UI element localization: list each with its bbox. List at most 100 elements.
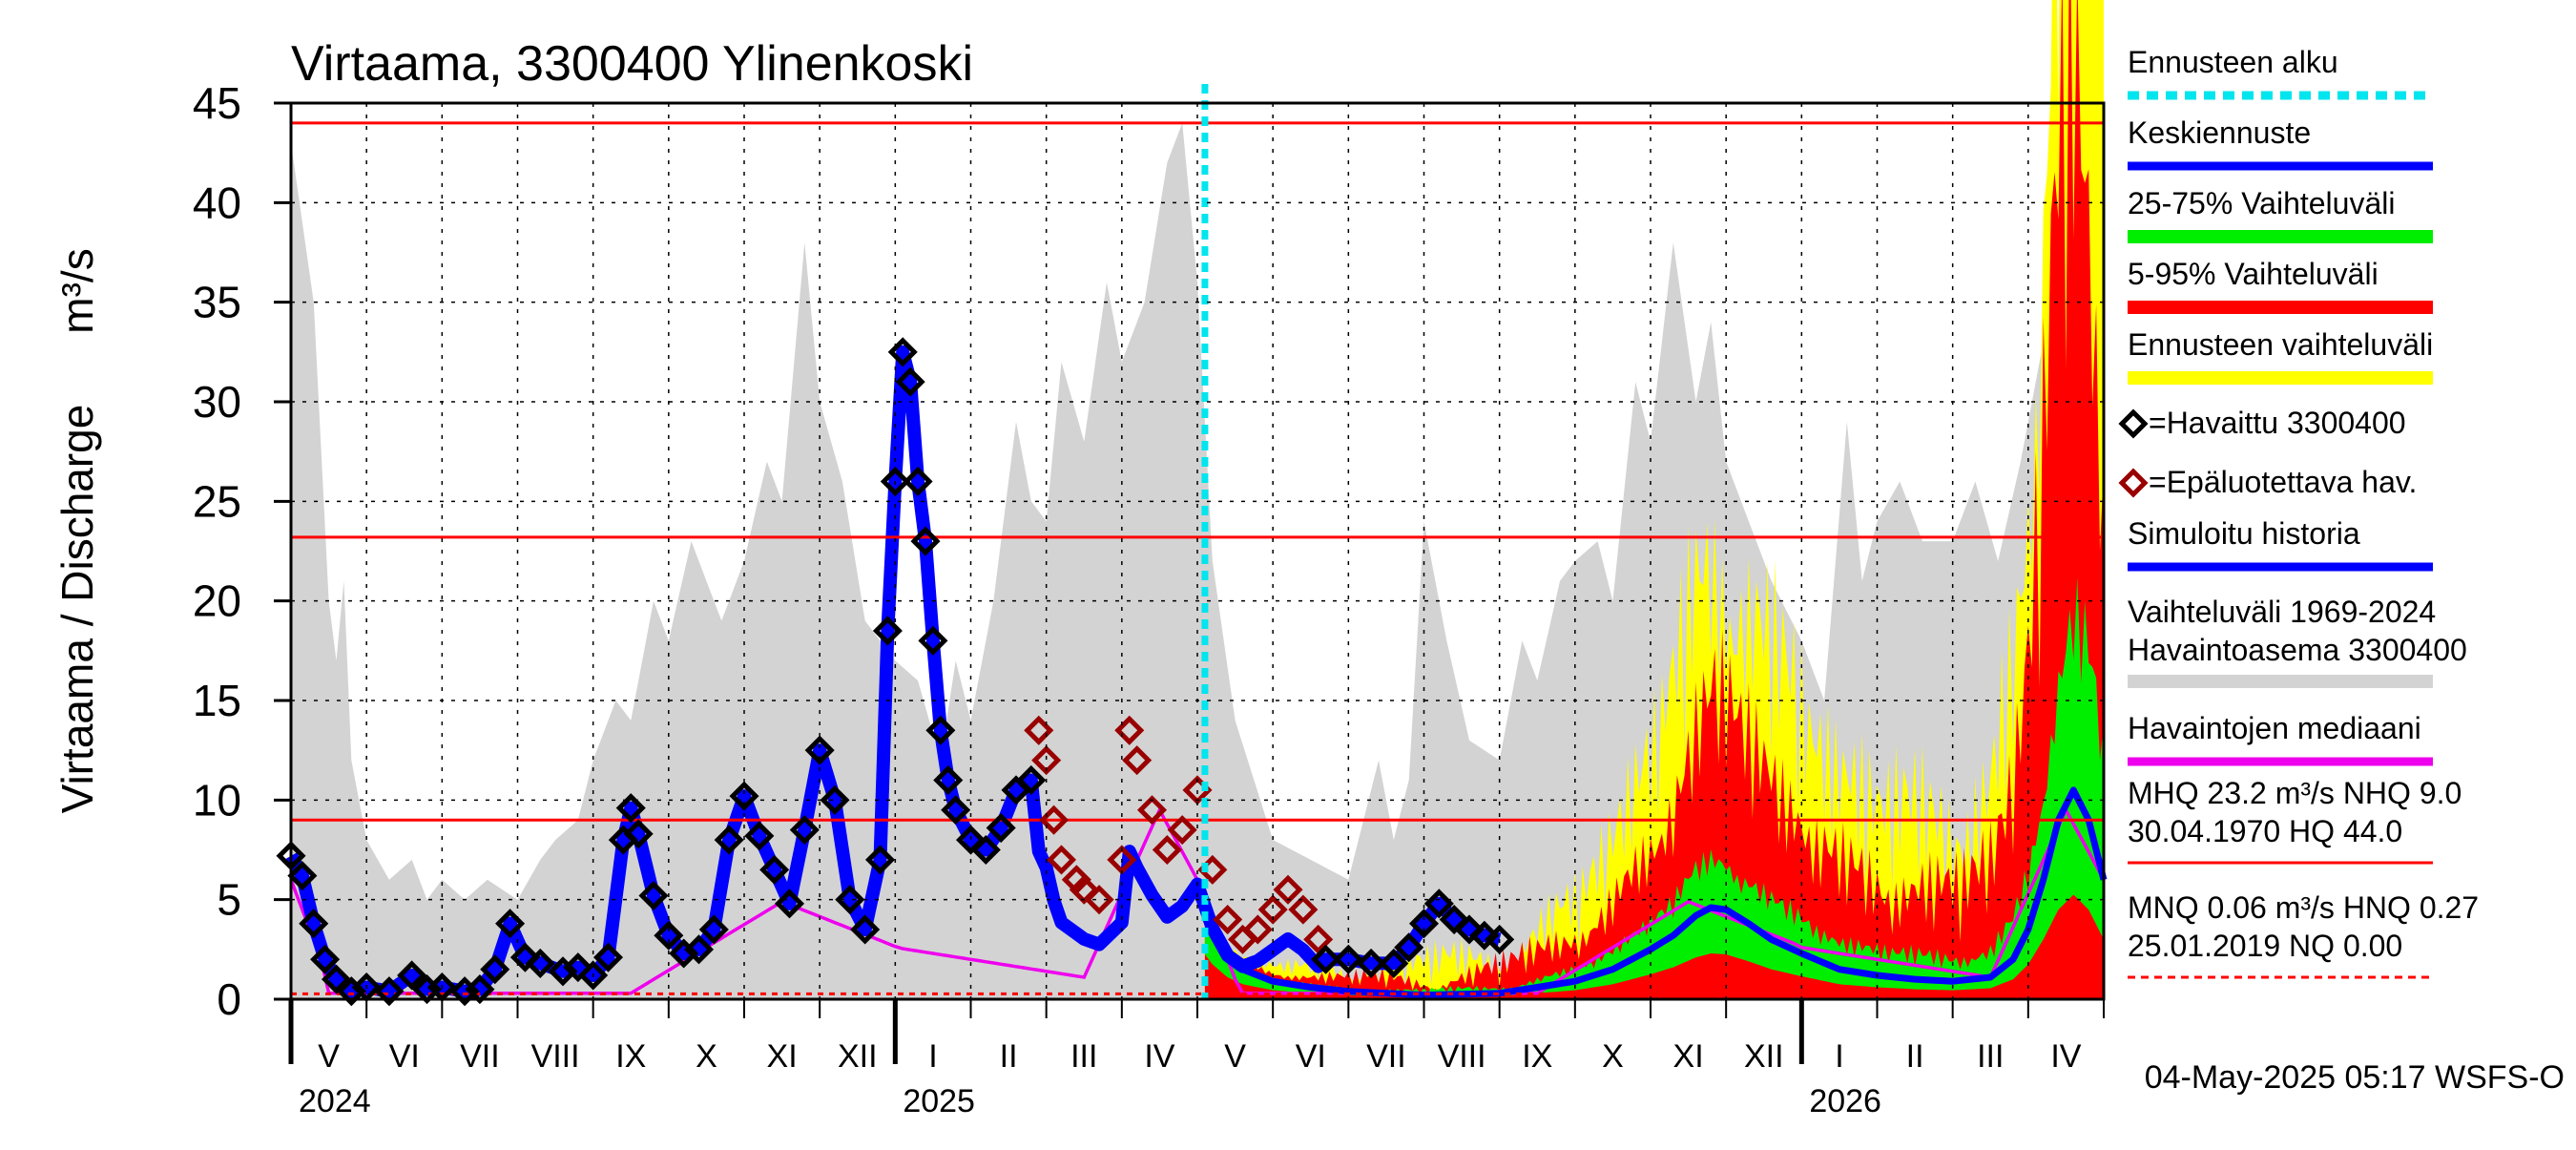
y-tick-label: 35	[193, 278, 241, 327]
band-5-95	[1204, 0, 2104, 999]
stats-line: 25.01.2019 NQ 0.00	[2128, 929, 2402, 963]
y-tick-label: 30	[193, 377, 241, 427]
legend-label: 5-95% Vaihteluväli	[2128, 257, 2379, 291]
month-label: VI	[1296, 1038, 1326, 1075]
year-label: 2026	[1809, 1083, 1881, 1119]
observed-point	[1394, 932, 1424, 963]
month-label: VI	[389, 1038, 420, 1075]
y-axis-unit: m³/s	[52, 248, 102, 333]
observed-point	[986, 813, 1016, 844]
unreliable-point	[1069, 874, 1099, 905]
observed-point	[850, 914, 881, 945]
observed-point	[835, 885, 865, 915]
legend-diamond-icon	[2118, 408, 2149, 439]
legend-label: Simuloitu historia	[2128, 516, 2360, 551]
observed-point	[729, 781, 759, 811]
unreliable-point	[1114, 715, 1145, 745]
y-tick-label: 15	[193, 676, 241, 725]
y-tick-label: 10	[193, 775, 241, 825]
observed-point	[563, 952, 593, 983]
y-tick-label: 25	[193, 476, 241, 526]
unreliable-point	[1152, 834, 1182, 866]
observed-point	[1379, 948, 1409, 978]
observed-point	[654, 920, 684, 951]
month-label: VII	[1366, 1038, 1406, 1075]
observed-point	[310, 944, 341, 974]
observed-point	[465, 974, 495, 1005]
legend-label: Ennusteen vaihteluväli	[2128, 327, 2433, 362]
observed-point	[683, 934, 715, 965]
month-label: III	[1977, 1038, 2004, 1075]
legend-item: Ennusteen alku	[2128, 45, 2433, 100]
legend-label: Keskiennuste	[2128, 115, 2311, 150]
legend-item: =Havaittu 3300400	[2118, 406, 2406, 440]
unreliable-point	[1213, 904, 1243, 935]
observed-point	[872, 616, 903, 646]
unreliable-point	[1242, 914, 1273, 945]
observed-point	[918, 625, 948, 656]
forecast-mean-line	[1201, 786, 2108, 999]
month-label: III	[1070, 1038, 1097, 1075]
month-label: IV	[2050, 1038, 2081, 1075]
y-tick-label: 5	[217, 875, 241, 925]
month-label: I	[928, 1038, 937, 1075]
y-tick-label: 40	[193, 178, 241, 227]
unreliable-point	[1122, 745, 1153, 776]
month-label: V	[1224, 1038, 1246, 1075]
unreliable-point	[1303, 924, 1334, 954]
legend-item: Simuloitu historia	[2128, 516, 2433, 572]
month-label: I	[1835, 1038, 1843, 1075]
unreliable-point	[1257, 894, 1288, 925]
observed-point	[744, 821, 775, 851]
observed-point	[623, 819, 654, 849]
y-tick-label: 20	[193, 576, 241, 626]
legend-item: 25-75% Vaihteluväli	[2128, 186, 2433, 243]
legend-item: 5-95% Vaihteluväli	[2128, 257, 2433, 314]
month-label: VIII	[1438, 1038, 1486, 1075]
observed-point	[925, 715, 956, 745]
observed-point	[615, 793, 646, 824]
legend-item: Havaintojen mediaani	[2128, 711, 2433, 766]
legend-label: 25-75% Vaihteluväli	[2128, 186, 2395, 220]
observed-point	[933, 764, 964, 796]
year-label: 2024	[299, 1083, 371, 1119]
unreliable-point	[1084, 885, 1114, 915]
legend-diamond-icon	[2118, 468, 2149, 498]
observed-point	[910, 526, 941, 556]
stats-line: MHQ 23.2 m³/s NHQ 9.0	[2128, 776, 2462, 810]
observed-point	[321, 964, 352, 994]
month-label: IV	[1144, 1038, 1174, 1075]
unreliable-point	[1031, 745, 1062, 776]
observed-point	[638, 880, 669, 911]
month-label: V	[318, 1038, 340, 1075]
year-label: 2025	[903, 1083, 975, 1119]
month-label: XI	[767, 1038, 798, 1075]
observed-point	[287, 861, 318, 891]
observed-point	[820, 784, 850, 815]
observed-point	[1333, 944, 1363, 974]
chart-title: Virtaama, 3300400 Ylinenkoski	[291, 36, 973, 92]
month-label: XII	[838, 1038, 878, 1075]
observed-point	[374, 976, 405, 1007]
y-tick-label: 45	[193, 78, 241, 128]
observed-point	[1469, 920, 1500, 951]
observed-point	[714, 825, 744, 855]
legend-label: Havaintojen mediaani	[2128, 711, 2421, 745]
legend-label: =Havaittu 3300400	[2149, 406, 2406, 440]
unreliable-point	[1046, 845, 1077, 875]
stats-line: MNQ 0.06 m³/s HNQ 0.27	[2128, 890, 2479, 925]
unreliable-point	[1136, 795, 1168, 826]
observed-point	[698, 914, 729, 945]
month-label: XI	[1673, 1038, 1704, 1075]
legend-label: Vaihteluväli 1969-2024	[2128, 595, 2436, 629]
legend-item: =Epäluotettava hav.	[2118, 465, 2417, 499]
observed-point	[480, 954, 510, 985]
observed-point	[1016, 764, 1047, 796]
unreliable-point	[1024, 715, 1054, 745]
observed-point	[887, 337, 918, 367]
observed-point	[970, 834, 1001, 866]
month-label: X	[1602, 1038, 1624, 1075]
observed-point	[592, 942, 624, 972]
